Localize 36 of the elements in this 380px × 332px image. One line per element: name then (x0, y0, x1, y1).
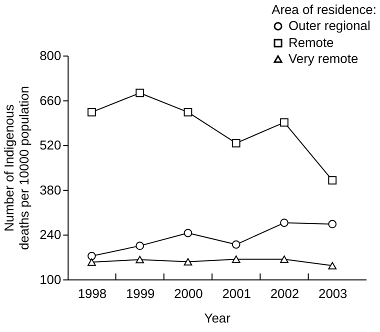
point (232, 138, 240, 148)
legend-label: Remote (288, 35, 334, 50)
point (280, 218, 288, 227)
y-tick-label: 660 (40, 92, 62, 108)
y-tick-label: 800 (40, 48, 62, 64)
y-tick-label: 240 (40, 227, 62, 242)
point (184, 258, 192, 266)
point (136, 242, 144, 250)
point (136, 88, 144, 98)
y-tick-label: 520 (40, 138, 62, 153)
point (88, 108, 96, 116)
x-tick-label: 2001 (222, 286, 251, 301)
point (184, 108, 192, 116)
x-tick-label: 2000 (174, 286, 203, 301)
y-tick-label: 100 (40, 272, 62, 287)
x-axis-title: Year (204, 310, 232, 326)
y-axis-title: Number of Indigenous deaths per 10000 population (2, 86, 32, 250)
point (328, 220, 337, 228)
x-tick-label: 1998 (78, 286, 107, 301)
point (280, 118, 288, 127)
point (136, 256, 144, 264)
point (328, 262, 337, 270)
legend-title: Area of residence: (272, 2, 376, 17)
point (88, 258, 96, 266)
point (184, 228, 192, 238)
y-tick-label: 380 (40, 182, 62, 198)
legend-label: Very remote (288, 51, 358, 66)
x-tick-label: 2002 (270, 286, 300, 301)
point (232, 240, 240, 249)
legend-label: Outer regional (288, 18, 370, 34)
point (280, 256, 288, 263)
x-tick-label: 1999 (126, 286, 155, 301)
x-tick-label: 2003 (318, 286, 348, 301)
point (232, 256, 240, 263)
point (88, 252, 96, 260)
point (328, 176, 337, 184)
